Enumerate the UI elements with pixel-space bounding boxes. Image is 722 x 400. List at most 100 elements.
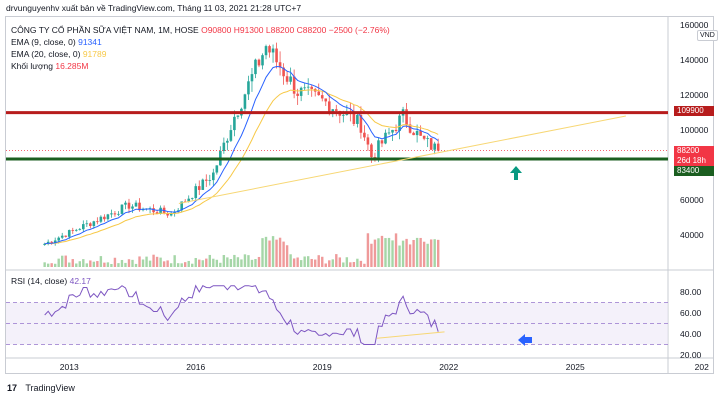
volume-bar bbox=[124, 262, 127, 267]
volume-bar bbox=[328, 260, 331, 267]
candle-body bbox=[92, 221, 96, 227]
volume-bar bbox=[194, 257, 197, 267]
candle-body bbox=[138, 202, 141, 211]
volume-bar bbox=[205, 258, 208, 267]
volume-bar bbox=[345, 257, 349, 267]
volume-bar bbox=[92, 261, 96, 267]
candle-body bbox=[370, 144, 373, 158]
candle-body bbox=[215, 165, 219, 173]
candle-body bbox=[299, 87, 303, 96]
ema20-label: EMA (20, close, 0) bbox=[11, 49, 81, 59]
candle-body bbox=[303, 87, 306, 89]
volume-bar bbox=[131, 259, 134, 267]
footer-brand[interactable]: 17 TradingView bbox=[7, 382, 75, 394]
candle-body bbox=[64, 235, 68, 237]
volume-bar bbox=[120, 259, 124, 267]
candle-body bbox=[233, 116, 236, 131]
candle-body bbox=[120, 204, 124, 214]
candle-body bbox=[356, 114, 359, 124]
volume-bar bbox=[356, 258, 359, 267]
volume-bar bbox=[138, 256, 141, 267]
volume-bar bbox=[162, 261, 166, 267]
candle-body bbox=[82, 224, 85, 230]
rsi-tick-label: 80.00 bbox=[680, 287, 702, 297]
volume-bar bbox=[243, 254, 247, 267]
time-tick-label: 2022 bbox=[439, 362, 458, 372]
candle-body bbox=[327, 101, 331, 113]
currency-unit-badge[interactable]: VND bbox=[697, 30, 718, 41]
candle-body bbox=[282, 67, 285, 77]
volume-bar bbox=[240, 259, 243, 267]
volume-bar bbox=[335, 254, 338, 267]
candle-body bbox=[103, 216, 106, 220]
candle-body bbox=[296, 93, 299, 96]
candle-body bbox=[173, 212, 176, 214]
volume-bar bbox=[296, 257, 299, 267]
volume-bar bbox=[303, 256, 306, 267]
candle-body bbox=[391, 129, 394, 133]
candle-body bbox=[254, 59, 257, 75]
candle-body bbox=[250, 74, 254, 82]
candle-body bbox=[398, 115, 401, 132]
volume-bar bbox=[282, 241, 285, 267]
candle-body bbox=[78, 229, 82, 231]
candle-body bbox=[169, 213, 173, 216]
candle-body bbox=[408, 124, 412, 133]
time-tick-label: 2016 bbox=[186, 362, 205, 372]
volume-bar bbox=[412, 239, 415, 267]
volume-bar bbox=[366, 233, 370, 267]
candle-body bbox=[373, 157, 377, 158]
candle-body bbox=[155, 212, 159, 214]
candle-body bbox=[89, 223, 92, 227]
candle-body bbox=[292, 76, 296, 94]
rsi-line bbox=[44, 284, 439, 345]
volume-bar bbox=[342, 262, 345, 267]
volume-bar bbox=[50, 263, 53, 267]
rsi-tick-label: 20.00 bbox=[680, 350, 702, 360]
volume-bar bbox=[145, 256, 148, 267]
candle-body bbox=[74, 229, 78, 231]
volume-bar bbox=[219, 262, 222, 267]
candle-body bbox=[426, 138, 429, 139]
candle-body bbox=[131, 206, 134, 209]
time-tick-label: 2025 bbox=[566, 362, 585, 372]
price-tick-label: 120000 bbox=[680, 90, 709, 100]
price-tick-label: 160000 bbox=[680, 20, 709, 30]
volume-bar bbox=[349, 262, 352, 267]
volume-bar bbox=[43, 262, 46, 267]
volume-bar bbox=[314, 259, 317, 267]
volume-bar bbox=[173, 255, 176, 267]
volume-bar bbox=[134, 263, 138, 267]
rsi-tick-label: 60.00 bbox=[680, 308, 702, 318]
candle-body bbox=[352, 113, 356, 124]
volume-bar bbox=[398, 245, 401, 267]
volume-bar bbox=[254, 259, 257, 267]
candle-body bbox=[363, 132, 366, 138]
volume-bar bbox=[405, 238, 408, 267]
time-tick-label: 2019 bbox=[313, 362, 332, 372]
candle-body bbox=[247, 81, 250, 95]
volume-bar bbox=[180, 263, 183, 267]
candle-body bbox=[117, 213, 120, 215]
volume-bar bbox=[215, 259, 219, 267]
candle-body bbox=[261, 55, 264, 66]
ema9-label: EMA (9, close, 0) bbox=[11, 37, 76, 47]
candle-body bbox=[96, 221, 99, 223]
volume-bar bbox=[96, 261, 99, 267]
volume-bar bbox=[408, 244, 412, 267]
volume-bar bbox=[159, 257, 162, 267]
volume-bar bbox=[198, 259, 201, 267]
candle-body bbox=[222, 142, 226, 151]
candle-body bbox=[359, 114, 363, 133]
volume-bar bbox=[257, 256, 261, 267]
rsi-tick-label: 40.00 bbox=[680, 329, 702, 339]
volume-bar bbox=[187, 260, 190, 267]
ema20-value: 91789 bbox=[82, 49, 107, 59]
volume-bar bbox=[233, 254, 236, 267]
left-arrow-icon bbox=[518, 334, 532, 346]
volume-bar bbox=[201, 260, 204, 267]
candle-body bbox=[377, 140, 380, 158]
bar-countdown-tag: 26d 18h bbox=[674, 156, 714, 166]
price-tick-label: 140000 bbox=[680, 55, 709, 65]
